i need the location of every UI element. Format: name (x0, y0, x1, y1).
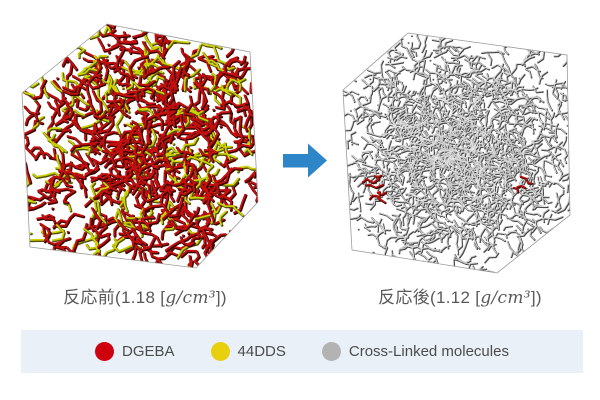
dgeba-dot-icon (95, 342, 115, 361)
transform-arrow-icon (283, 143, 327, 178)
legend-item-crosslinked: Cross-Linked molecules (321, 342, 509, 361)
caption-text: 反応後(1.12 [ (378, 288, 481, 307)
simulation-models-canvas (21, 23, 571, 274)
caption-text: 反応前(1.18 [ (63, 288, 166, 307)
44dds-dot-icon (210, 342, 230, 361)
legend-item-44dds: 44DDS (210, 342, 286, 361)
simulation-box-outline-after (342, 32, 571, 274)
legend-label: DGEBA (122, 343, 175, 360)
legend-label: Cross-Linked molecules (348, 343, 509, 360)
caption-text: ]) (530, 288, 542, 307)
caption-unit: g/cm³ (480, 288, 531, 308)
crosslinked-dot-icon (321, 342, 341, 361)
legend-item-dgeba: DGEBA (95, 342, 175, 361)
caption-text: ]) (215, 288, 227, 307)
before-reaction-model (22, 24, 258, 268)
before-reaction-caption: 反応前(1.18 [g/cm³]) (20, 283, 270, 308)
caption-unit: g/cm³ (165, 288, 216, 308)
after-reaction-caption: 反応後(1.12 [g/cm³]) (335, 283, 585, 308)
legend-bar: DGEBA 44DDS Cross-Linked molecules (21, 330, 583, 373)
after-reaction-model (343, 33, 570, 273)
legend-label: 44DDS (237, 343, 286, 360)
simulation-box-outline-before (21, 23, 259, 269)
